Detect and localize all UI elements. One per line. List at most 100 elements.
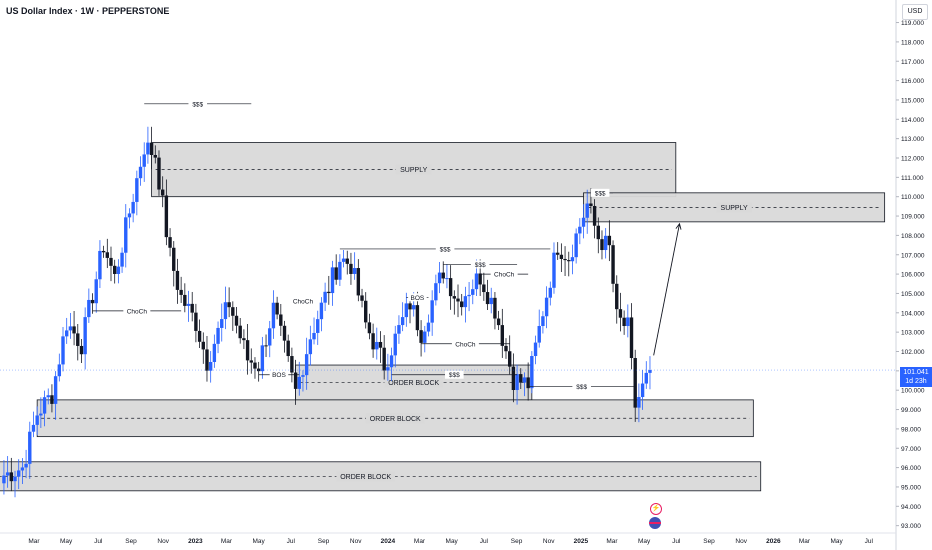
us-flag-icon[interactable] [649, 517, 661, 529]
candle-body[interactable] [35, 415, 39, 425]
candle-body[interactable] [28, 431, 32, 464]
candle-body[interactable] [389, 355, 394, 368]
candle-body[interactable] [622, 317, 626, 327]
candle-body[interactable] [648, 370, 652, 373]
candle-body[interactable] [489, 297, 493, 305]
candle-body[interactable] [168, 237, 172, 248]
candle-body[interactable] [109, 257, 113, 266]
candle-body[interactable] [459, 301, 464, 308]
candle-body[interactable] [423, 331, 427, 343]
candle-body[interactable] [533, 342, 538, 357]
candle-body[interactable] [592, 205, 597, 226]
candle-body[interactable] [397, 325, 401, 334]
candle-body[interactable] [190, 303, 194, 313]
candle-body[interactable] [90, 299, 95, 304]
candle-body[interactable] [312, 332, 316, 340]
candle-body[interactable] [282, 325, 287, 341]
candle-body[interactable] [61, 336, 65, 365]
candle-body[interactable] [345, 258, 349, 264]
candle-body[interactable] [356, 268, 361, 296]
candle-body[interactable] [205, 349, 209, 371]
candle-body[interactable] [131, 201, 135, 214]
candle-body[interactable] [441, 272, 445, 279]
candle-body[interactable] [186, 303, 191, 306]
candle-body[interactable] [149, 142, 154, 155]
candle-body[interactable] [68, 326, 73, 331]
candle-body[interactable] [352, 268, 357, 274]
candle-body[interactable] [5, 472, 10, 476]
candle-body[interactable] [20, 467, 25, 471]
candle-body[interactable] [160, 189, 165, 196]
candle-body[interactable] [367, 322, 372, 334]
candle-body[interactable] [559, 254, 564, 259]
candle-body[interactable] [419, 330, 423, 343]
candle-body[interactable] [297, 376, 301, 389]
candle-body[interactable] [585, 203, 589, 218]
candle-body[interactable] [268, 328, 272, 346]
candle-body[interactable] [142, 154, 146, 167]
candle-body[interactable] [201, 341, 205, 350]
candle-body[interactable] [426, 322, 431, 332]
candle-body[interactable] [445, 278, 449, 280]
candle-body[interactable] [515, 374, 519, 391]
candle-body[interactable] [596, 225, 600, 240]
projection-arrow[interactable] [653, 223, 680, 356]
candle-body[interactable] [415, 305, 420, 331]
candle-body[interactable] [607, 235, 612, 246]
candle-body[interactable] [249, 360, 253, 363]
candle-body[interactable] [544, 297, 549, 317]
candle-body[interactable] [581, 217, 586, 227]
candle-body[interactable] [603, 235, 608, 251]
candle-body[interactable] [172, 247, 176, 271]
candle-body[interactable] [393, 333, 397, 356]
candle-body[interactable] [482, 284, 486, 293]
candle-body[interactable] [164, 195, 169, 238]
candle-body[interactable] [94, 279, 98, 304]
candle-body[interactable] [13, 476, 17, 482]
candle-body[interactable] [504, 345, 508, 352]
candle-body[interactable] [478, 273, 482, 285]
candle-body[interactable] [105, 252, 110, 258]
candle-body[interactable] [231, 307, 235, 316]
candle-body[interactable] [135, 178, 139, 202]
candle-body[interactable] [323, 291, 327, 303]
candle-body[interactable] [629, 317, 634, 359]
candle-body[interactable] [644, 372, 648, 384]
candle-body[interactable] [286, 340, 290, 357]
candle-body[interactable] [279, 314, 283, 326]
candle-body[interactable] [179, 289, 183, 295]
candle-body[interactable] [537, 326, 541, 343]
candle-body[interactable] [175, 270, 180, 290]
candle-body[interactable] [98, 250, 102, 280]
candle-body[interactable] [216, 327, 220, 344]
candle-body[interactable] [146, 142, 150, 155]
candle-body[interactable] [223, 302, 228, 320]
candle-body[interactable] [519, 374, 523, 383]
candle-body[interactable] [589, 203, 593, 206]
candle-body[interactable] [474, 273, 479, 290]
candle-body[interactable] [467, 294, 471, 297]
candle-body[interactable] [9, 472, 14, 482]
candle-body[interactable] [404, 303, 409, 318]
candle-body[interactable] [290, 356, 294, 373]
candle-body[interactable] [112, 265, 117, 274]
candle-body[interactable] [430, 300, 434, 323]
candle-body[interactable] [197, 330, 202, 342]
candle-body[interactable] [39, 413, 43, 416]
candle-body[interactable] [530, 356, 534, 389]
candle-body[interactable] [304, 354, 309, 376]
candle-body[interactable] [456, 298, 460, 302]
candle-body[interactable] [412, 305, 416, 310]
candle-body[interactable] [293, 372, 298, 389]
candle-body[interactable] [183, 294, 187, 306]
candle-body[interactable] [72, 326, 76, 334]
candle-body[interactable] [242, 338, 246, 341]
candle-body[interactable] [87, 299, 91, 318]
candle-body[interactable] [452, 296, 457, 299]
candle-body[interactable] [463, 296, 468, 308]
candle-body[interactable] [349, 263, 353, 274]
symbol-title[interactable]: US Dollar Index · 1W · PEPPERSTONE [6, 6, 170, 16]
candle-body[interactable] [260, 345, 265, 372]
candle-body[interactable] [220, 319, 224, 328]
candle-body[interactable] [64, 330, 69, 337]
